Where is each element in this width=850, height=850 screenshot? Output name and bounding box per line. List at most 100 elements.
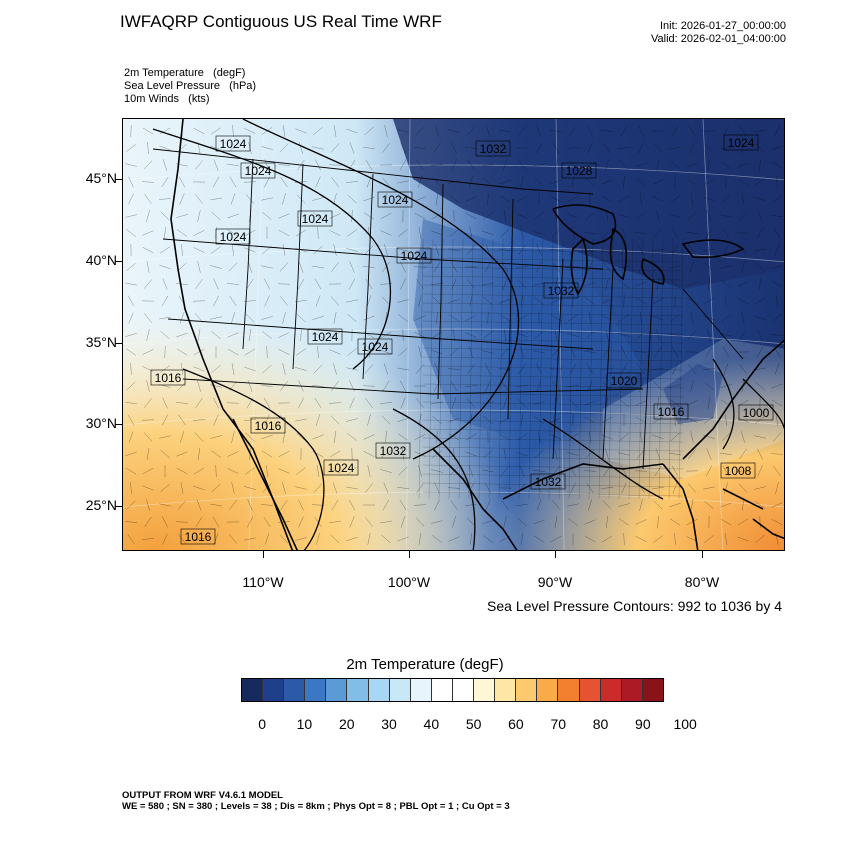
field-pressure: Sea Level Pressure (hPa) — [124, 80, 257, 92]
pressure-label: 1000 — [743, 406, 770, 420]
lon-tick — [555, 551, 556, 558]
lon-tick — [409, 551, 410, 558]
colorbar-swatch — [305, 679, 327, 701]
pressure-label: 1020 — [611, 374, 638, 388]
pressure-label-box — [240, 162, 276, 179]
pressure-label-box — [357, 338, 393, 355]
colorbar-label: 100 — [673, 716, 697, 732]
colorbar-swatch — [284, 679, 306, 701]
colorbar-swatch — [579, 679, 601, 701]
pressure-label: 1032 — [380, 444, 407, 458]
pressure-label-box — [377, 191, 413, 208]
lat-tick — [115, 261, 122, 262]
colorbar-swatch — [621, 679, 643, 701]
map-canvas: 1024 1024 1024 1024 1024 1024 1032 1028 1032 1024… — [123, 119, 784, 550]
lat-label-40: 40°N — [85, 252, 117, 268]
colorbar-label: 40 — [423, 716, 440, 732]
colorbar-label: 20 — [338, 716, 355, 732]
lon-label-90: 90°W — [537, 574, 573, 590]
contour-note: Sea Level Pressure Contours: 992 to 1036… — [487, 598, 782, 614]
colorbar-label: 70 — [550, 716, 567, 732]
colorbar-swatch — [452, 679, 475, 701]
lat-tick — [115, 179, 122, 180]
lon-tick — [263, 551, 264, 558]
pressure-label-box — [375, 442, 411, 459]
pressure-label: 1028 — [566, 164, 593, 178]
pressure-label-box — [307, 328, 343, 345]
pressure-label-box — [738, 404, 774, 421]
pressure-label: 1024 — [312, 330, 339, 344]
pressure-label-box — [543, 282, 579, 299]
footer-model: OUTPUT FROM WRF V4.6.1 MODEL — [122, 790, 283, 801]
colorbar-swatch — [600, 679, 622, 701]
pressure-label-box — [561, 162, 597, 179]
pressure-label: 1024 — [220, 137, 247, 151]
colorbar-label: 50 — [465, 716, 482, 732]
colorbar-swatch — [474, 679, 496, 701]
colorbar-label: 90 — [635, 716, 651, 732]
pressure-label: 1024 — [245, 164, 272, 178]
colorbar-swatch — [368, 679, 390, 701]
pressure-label: 1024 — [328, 461, 355, 475]
pressure-label-box — [723, 134, 759, 151]
plot-title: IWFAQRP Contiguous US Real Time WRF — [120, 12, 442, 31]
pressure-label: 1008 — [725, 464, 752, 478]
pressure-label: 1024 — [220, 230, 247, 244]
pressure-label: 1024 — [728, 136, 755, 150]
colorbar-swatch — [516, 679, 538, 701]
pressure-label-box — [396, 247, 432, 264]
pressure-label: 1024 — [362, 340, 389, 354]
field-temperature: 2m Temperature (degF) — [124, 67, 246, 79]
colorbar-swatch — [242, 679, 264, 701]
pressure-label-box — [720, 462, 756, 479]
colorbar-label: 60 — [508, 716, 524, 732]
pressure-label-box — [180, 528, 216, 545]
init-time: Init: 2026-01-27_00:00:00 — [660, 20, 786, 32]
colorbar-swatch — [410, 679, 432, 701]
lon-label-110: 110°W — [242, 574, 284, 590]
pressure-label-box — [250, 417, 286, 434]
valid-time: Valid: 2026-02-01_04:00:00 — [651, 33, 786, 45]
lon-label-80: 80°W — [684, 574, 720, 590]
pressure-label-box — [215, 135, 251, 152]
footer-params: WE = 580 ; SN = 380 ; Levels = 38 ; Dis … — [122, 801, 510, 812]
field-winds: 10m Winds (kts) — [124, 93, 210, 105]
pressure-label: 1032 — [480, 142, 507, 156]
colorbar-swatch — [347, 679, 369, 701]
colorbar-swatch — [537, 679, 559, 701]
colorbar-swatch — [642, 679, 663, 701]
lat-label-30: 30°N — [85, 415, 117, 431]
pressure-label-box — [150, 369, 186, 386]
colorbar-swatch — [558, 679, 580, 701]
pressure-label: 1016 — [658, 405, 685, 419]
lon-tick — [702, 551, 703, 558]
pressure-label-box — [530, 473, 566, 490]
colorbar-label: 80 — [592, 716, 609, 732]
colorbar — [241, 678, 664, 702]
pressure-label: 1032 — [548, 284, 575, 298]
colorbar-label: 30 — [381, 716, 397, 732]
pressure-label-box — [297, 210, 333, 227]
pressure-label: 1024 — [382, 193, 409, 207]
colorbar-label: 10 — [296, 716, 313, 732]
pressure-label: 1016 — [155, 371, 182, 385]
pressure-label: 1024 — [302, 212, 329, 226]
lat-label-35: 35°N — [85, 334, 117, 350]
lat-tick — [115, 343, 122, 344]
colorbar-swatch — [389, 679, 411, 701]
lat-label-45: 45°N — [85, 170, 117, 186]
pressure-label-box — [215, 228, 251, 245]
pressure-label: 1016 — [185, 530, 212, 544]
colorbar-swatch — [431, 679, 453, 701]
lon-label-100: 100°W — [387, 574, 431, 590]
colorbar-swatch — [326, 679, 348, 701]
pressure-label-box — [323, 459, 359, 476]
colorbar-swatch — [263, 679, 285, 701]
pressure-label: 1016 — [255, 419, 282, 433]
colorbar-swatch — [495, 679, 517, 701]
lat-tick — [115, 506, 122, 507]
temperature-map: 1024 1024 1024 1024 1024 1024 1032 1028 1032 1024… — [122, 118, 785, 551]
pressure-label: 1024 — [401, 249, 428, 263]
pressure-label: 1032 — [535, 475, 562, 489]
colorbar-title: 2m Temperature (degF) — [346, 656, 504, 673]
